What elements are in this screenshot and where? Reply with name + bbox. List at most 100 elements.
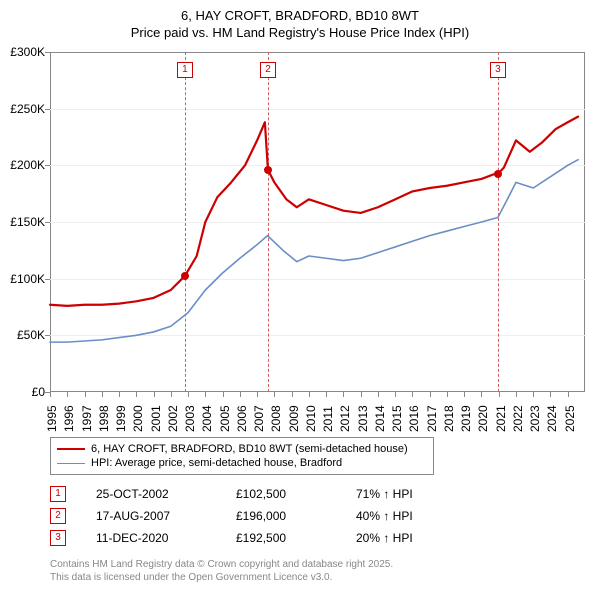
x-tick-label: 2023 [528, 405, 542, 432]
footer-line-1: Contains HM Land Registry data © Crown c… [50, 559, 393, 572]
x-tick [568, 392, 569, 397]
event-date: 25-OCT-2002 [96, 487, 236, 501]
x-tick-label: 2016 [407, 405, 421, 432]
event-row: 3 11-DEC-2020£192,50020% ↑ HPI [50, 527, 413, 549]
x-tick-label: 2019 [459, 405, 473, 432]
event-hpi: 20% ↑ HPI [356, 531, 413, 545]
event-index-box: 3 [50, 530, 66, 546]
x-tick-label: 2017 [425, 405, 439, 432]
x-tick-label: 2001 [149, 405, 163, 432]
title-line-1: 6, HAY CROFT, BRADFORD, BD10 8WT [0, 8, 600, 25]
x-tick-label: 2012 [338, 405, 352, 432]
x-tick [119, 392, 120, 397]
x-tick [378, 392, 379, 397]
x-tick-label: 1998 [97, 405, 111, 432]
x-tick [481, 392, 482, 397]
x-tick-label: 2006 [235, 405, 249, 432]
series-hpi [50, 160, 578, 342]
x-tick-label: 2003 [183, 405, 197, 432]
x-tick [292, 392, 293, 397]
y-tick-label: £250K [0, 102, 45, 116]
footer-attribution: Contains HM Land Registry data © Crown c… [50, 559, 393, 584]
event-marker-dot [181, 272, 189, 280]
event-marker-box: 2 [260, 62, 276, 78]
legend-row: 6, HAY CROFT, BRADFORD, BD10 8WT (semi-d… [57, 442, 427, 456]
x-tick-label: 1999 [114, 405, 128, 432]
figure-container: 6, HAY CROFT, BRADFORD, BD10 8WT Price p… [0, 0, 600, 590]
legend-row: HPI: Average price, semi-detached house,… [57, 456, 427, 470]
x-tick-label: 1996 [62, 405, 76, 432]
title-block: 6, HAY CROFT, BRADFORD, BD10 8WT Price p… [0, 0, 600, 42]
event-date: 11-DEC-2020 [96, 531, 236, 545]
x-tick [205, 392, 206, 397]
events-table: 125-OCT-2002£102,50071% ↑ HPI217-AUG-200… [50, 483, 413, 549]
event-price: £192,500 [236, 531, 356, 545]
y-tick-label: £0 [0, 385, 45, 399]
y-tick-label: £150K [0, 215, 45, 229]
event-index-box: 2 [50, 508, 66, 524]
x-tick-label: 2013 [356, 405, 370, 432]
x-tick-label: 2009 [287, 405, 301, 432]
x-tick [50, 392, 51, 397]
x-tick [67, 392, 68, 397]
x-tick [533, 392, 534, 397]
x-tick-label: 2008 [269, 405, 283, 432]
x-tick-label: 2005 [218, 405, 232, 432]
chart-area: £0£50K£100K£150K£200K£250K£300K 19951996… [50, 52, 585, 392]
x-tick [85, 392, 86, 397]
x-tick [395, 392, 396, 397]
x-tick-label: 2020 [476, 405, 490, 432]
x-tick [309, 392, 310, 397]
y-tick-label: £50K [0, 328, 45, 342]
event-index-box: 1 [50, 486, 66, 502]
event-price: £102,500 [236, 487, 356, 501]
x-tick-label: 2007 [252, 405, 266, 432]
x-tick-label: 2022 [511, 405, 525, 432]
x-tick-label: 2014 [373, 405, 387, 432]
y-tick-label: £100K [0, 272, 45, 286]
event-marker-dot [494, 170, 502, 178]
legend: 6, HAY CROFT, BRADFORD, BD10 8WT (semi-d… [50, 437, 434, 475]
x-tick-label: 2018 [442, 405, 456, 432]
x-tick [171, 392, 172, 397]
x-tick-label: 2002 [166, 405, 180, 432]
x-tick [223, 392, 224, 397]
x-tick-label: 2000 [131, 405, 145, 432]
x-tick-label: 2021 [494, 405, 508, 432]
series-property [50, 117, 578, 306]
legend-label: HPI: Average price, semi-detached house,… [91, 457, 342, 469]
event-row: 217-AUG-2007£196,00040% ↑ HPI [50, 505, 413, 527]
x-tick [188, 392, 189, 397]
x-tick [412, 392, 413, 397]
x-tick-label: 1997 [80, 405, 94, 432]
event-date: 17-AUG-2007 [96, 509, 236, 523]
x-tick-label: 2015 [390, 405, 404, 432]
legend-label: 6, HAY CROFT, BRADFORD, BD10 8WT (semi-d… [91, 443, 408, 455]
x-tick-label: 1995 [45, 405, 59, 432]
x-tick-label: 2025 [563, 405, 577, 432]
y-tick-label: £300K [0, 45, 45, 59]
x-tick [102, 392, 103, 397]
x-tick [326, 392, 327, 397]
event-marker-dot [264, 166, 272, 174]
x-tick [343, 392, 344, 397]
event-hpi: 40% ↑ HPI [356, 509, 413, 523]
x-tick-label: 2024 [545, 405, 559, 432]
x-tick [430, 392, 431, 397]
x-tick [136, 392, 137, 397]
x-tick [447, 392, 448, 397]
x-tick [274, 392, 275, 397]
x-tick [361, 392, 362, 397]
x-tick [516, 392, 517, 397]
x-tick-label: 2004 [200, 405, 214, 432]
x-tick-label: 2010 [304, 405, 318, 432]
y-tick-label: £200K [0, 158, 45, 172]
x-tick [240, 392, 241, 397]
x-tick [499, 392, 500, 397]
event-marker-box: 1 [177, 62, 193, 78]
x-tick [257, 392, 258, 397]
x-tick-label: 2011 [321, 406, 335, 432]
legend-swatch [57, 448, 85, 450]
line-series-svg [50, 52, 585, 392]
title-line-2: Price paid vs. HM Land Registry's House … [0, 25, 600, 42]
